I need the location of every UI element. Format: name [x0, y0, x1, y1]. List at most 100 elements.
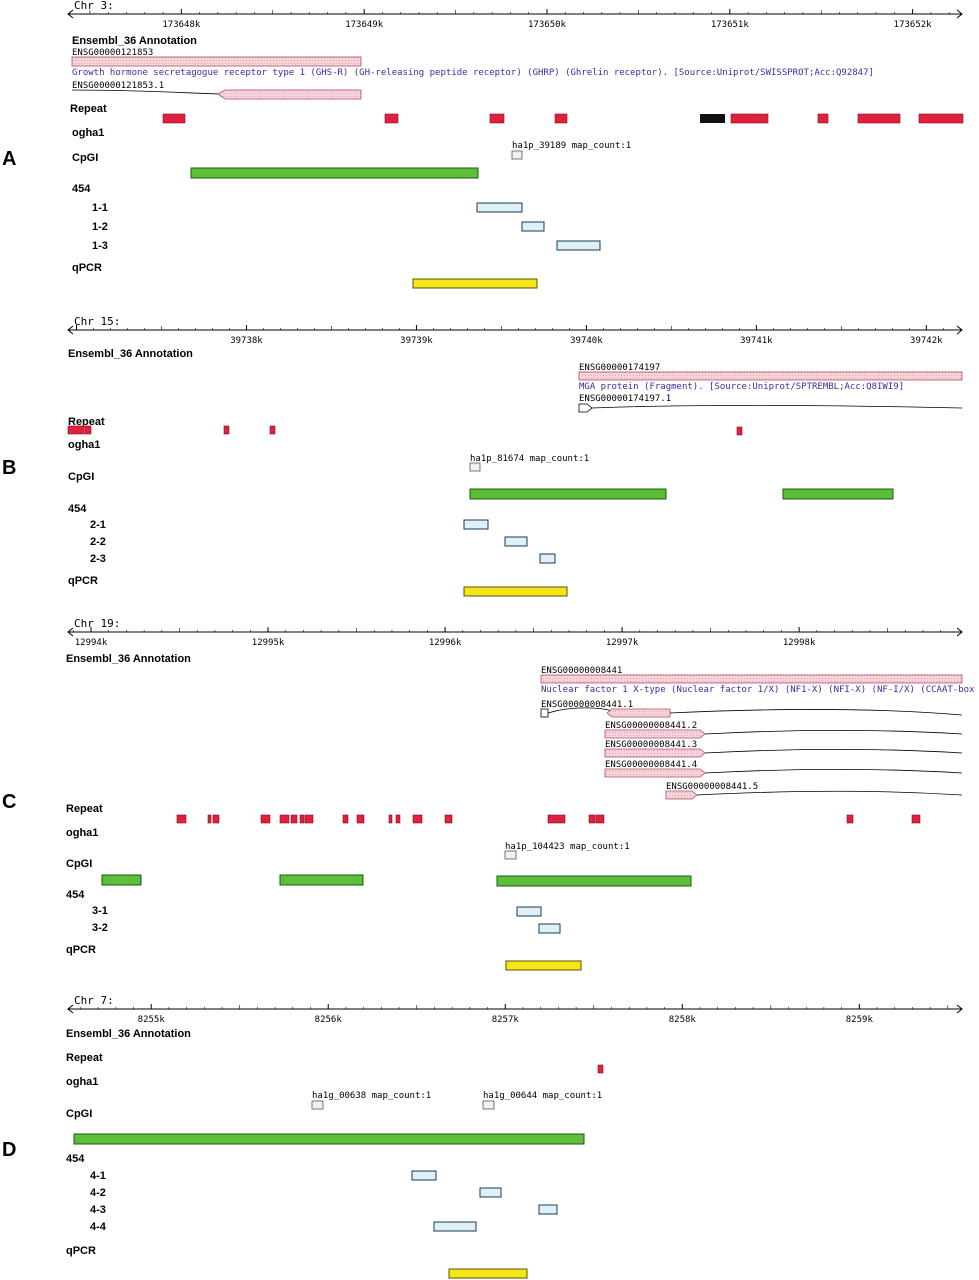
repeat-element-dark: [700, 114, 725, 123]
qpcr-label-b: qPCR: [68, 575, 98, 587]
qpcr-amplicon-b: [463, 586, 568, 597]
exon-bar-c4: [604, 768, 706, 778]
read-bar-a3: [556, 240, 601, 251]
ruler-tick-label: 39738k: [230, 336, 263, 346]
exon-bar-c3: [604, 748, 706, 758]
ruler-tick-label: 39739k: [400, 336, 433, 346]
repeat-element: [918, 113, 964, 124]
qpcr-amplicon-a: [412, 278, 538, 289]
ogha-feature-c: [504, 850, 517, 860]
repeat-element: [84, 425, 92, 435]
r454-label-d: 454: [66, 1153, 85, 1165]
read-label-a3: 1-3: [92, 240, 108, 252]
ruler-tick-label: 173652k: [894, 20, 933, 30]
read-label-c2: 3-2: [92, 922, 108, 934]
ruler-tick-label: 173650k: [528, 20, 567, 30]
repeat-track-b: [67, 425, 743, 436]
panel-letter-c: C: [2, 791, 16, 813]
cpgi-island-d1: [73, 1133, 585, 1145]
repeat-element: [269, 425, 276, 435]
repeat-element: [388, 814, 393, 824]
ogha-feature-label-a: ha1p_39189 map_count:1: [512, 141, 631, 151]
ruler-tick-label: 8259k: [846, 1015, 874, 1025]
ruler-tick-label: 173651k: [711, 20, 750, 30]
intron-line-c1b: [669, 709, 963, 716]
repeat-element: [911, 814, 921, 824]
ruler-tick-label: 8258k: [669, 1015, 697, 1025]
ogha-label-d: ogha1: [66, 1076, 98, 1088]
ruler-ticks-a: 173648k 173649k 173650k 173651k 173652k: [89, 9, 950, 30]
cpgi-island-a1: [190, 167, 479, 179]
ruler-tick-label: 8255k: [138, 1015, 166, 1025]
ogha-feature-label-d2: ha1g_00644 map_count:1: [483, 1091, 602, 1101]
panel-a: A Chr 3: 173648k 173649k 173650k 173651k 173…: [2, 0, 964, 289]
chromosome-label-b: Chr 15:: [74, 315, 120, 328]
repeat-element: [342, 814, 349, 824]
repeat-label-b: Repeat: [68, 416, 105, 428]
ogha-feature-a: [511, 150, 523, 160]
ogha-feature-label-d1: ha1g_00638 map_count:1: [312, 1091, 431, 1101]
ruler-b: [67, 325, 963, 335]
gene-bar-b: [578, 371, 963, 381]
cpgi-island-b1: [469, 488, 667, 500]
read-label-d3: 4-3: [90, 1204, 106, 1216]
repeat-element: [176, 814, 187, 824]
repeat-element: [857, 113, 901, 124]
repeat-element: [212, 814, 220, 824]
read-label-a1: 1-1: [92, 202, 108, 214]
ruler-tick-label: 39741k: [740, 336, 773, 346]
repeat-element: [846, 814, 854, 824]
qpcr-amplicon-c: [505, 960, 582, 971]
ruler-tick-label: 12998k: [783, 638, 816, 648]
repeat-element: [67, 425, 85, 435]
read-bar-c2: [538, 923, 561, 934]
intron-line-a1: [71, 89, 226, 95]
exon-bar-a1: [217, 89, 362, 100]
transcript-label-c3: ENSG00000008441.3: [605, 740, 697, 750]
transcript-label-b1: ENSG00000174197.1: [579, 394, 671, 404]
gene-id-c: ENSG00000008441: [541, 666, 622, 676]
transcript-label-c2: ENSG00000008441.2: [605, 721, 697, 731]
r454-label-b: 454: [68, 503, 87, 515]
repeat-element: [444, 814, 453, 824]
panel-letter-a: A: [2, 148, 16, 170]
intron-line-c4: [704, 768, 963, 774]
ogha-feature-d2: [482, 1100, 495, 1110]
panel-letter-d: D: [2, 1139, 16, 1161]
repeat-label-c: Repeat: [66, 803, 103, 815]
panel-b: B Chr 15: 39738k 39739k 39740k 39741k 39742k…: [2, 315, 963, 597]
read-bar-b2: [504, 536, 528, 547]
ruler-tick-label: 39742k: [910, 336, 943, 346]
ogha-feature-b: [469, 462, 481, 472]
cpgi-island-b2: [782, 488, 894, 500]
r454-label-a: 454: [72, 183, 91, 195]
read-bar-b3: [539, 553, 556, 564]
repeat-track-d: [597, 1064, 604, 1074]
read-label-d4: 4-4: [90, 1221, 107, 1233]
read-label-c1: 3-1: [92, 905, 108, 917]
transcript-label-c5: ENSG00000008441.5: [666, 782, 758, 792]
read-bar-c1: [516, 906, 542, 917]
annotation-label-a: Ensembl_36 Annotation: [72, 35, 197, 47]
transcript-label-a1: ENSG00000121853.1: [72, 81, 164, 91]
repeat-element: [817, 113, 829, 124]
annotation-label-d: Ensembl_36 Annotation: [66, 1028, 191, 1040]
annotation-label-b: Ensembl_36 Annotation: [68, 348, 193, 360]
repeat-label-a: Repeat: [70, 103, 107, 115]
exon-bar-c1b: [606, 708, 671, 718]
read-label-d2: 4-2: [90, 1187, 106, 1199]
chromosome-label-d: Chr 7:: [74, 994, 114, 1007]
ogha-feature-label-c: ha1p_104423 map_count:1: [505, 842, 630, 852]
chromosome-label-c: Chr 19:: [74, 617, 120, 630]
gene-description-b: MGA protein (Fragment). [Source:Uniprot/…: [579, 382, 904, 392]
intron-line-c3: [704, 748, 963, 754]
intron-line-c2: [704, 729, 963, 735]
repeat-element: [207, 814, 212, 824]
read-bar-b1: [463, 519, 489, 530]
qpcr-label-a: qPCR: [72, 262, 102, 274]
ogha-label-b: ogha1: [68, 439, 100, 451]
intron-line-c1a: [547, 707, 613, 714]
gene-bar-c: [540, 674, 963, 684]
repeat-element: [412, 814, 423, 824]
